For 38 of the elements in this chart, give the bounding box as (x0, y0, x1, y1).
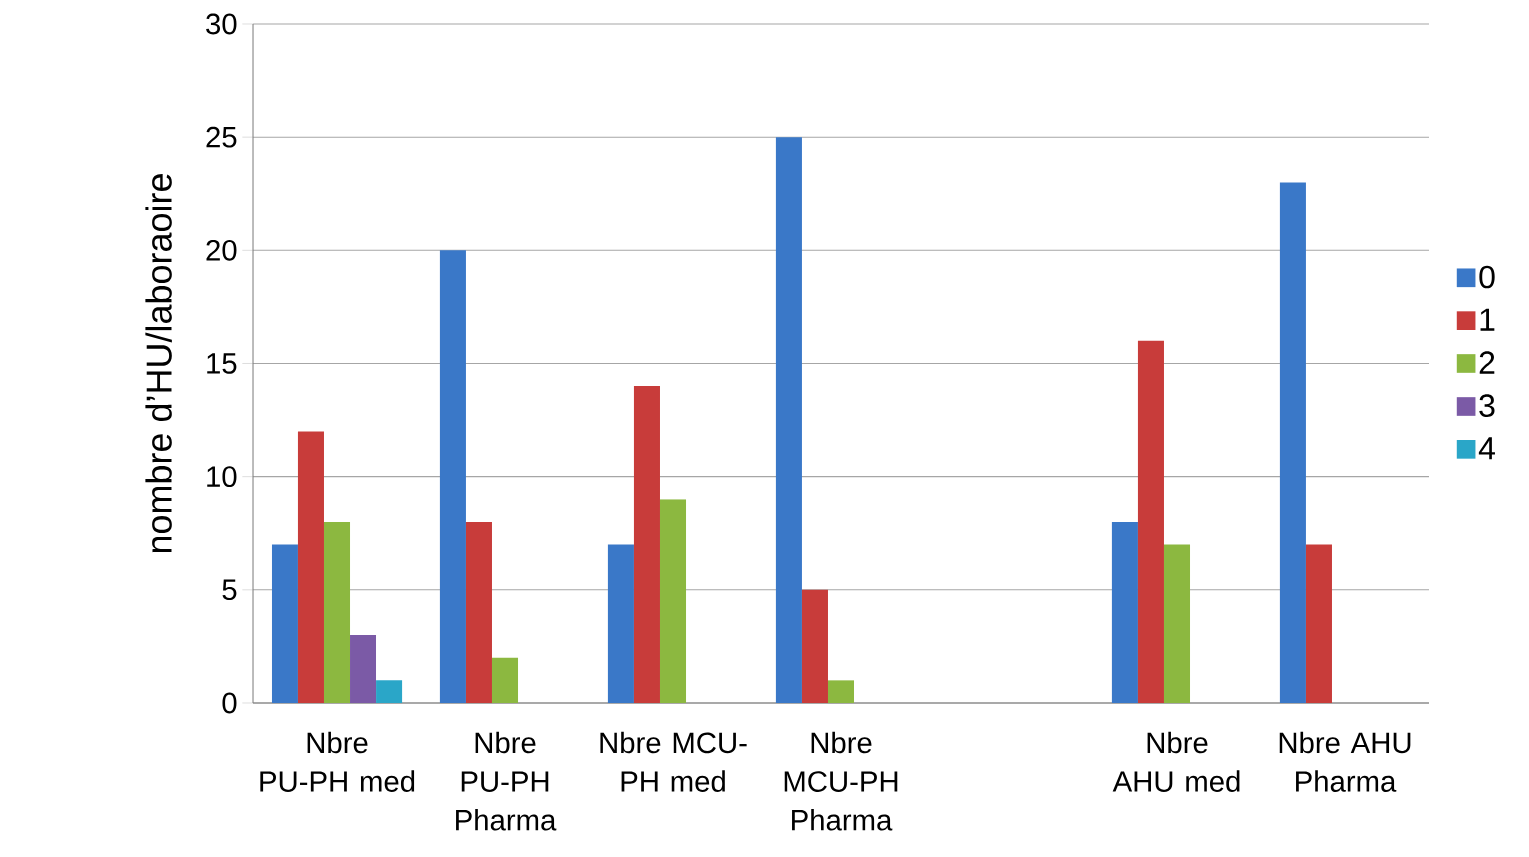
bar (465, 521, 492, 703)
legend-label: 2 (1479, 351, 1495, 374)
bar (607, 544, 634, 703)
y-tick-label: 20 (206, 239, 237, 261)
bar (1279, 182, 1306, 703)
x-tick-label: Nbre AHU med (1112, 731, 1240, 792)
y-tick-label: 5 (222, 579, 237, 601)
x-tick-label: Nbre MCU-PH Pharma (784, 731, 898, 831)
y-axis-title: nombre d’HU/laboraoire (145, 174, 172, 553)
y-tick-label: 0 (222, 692, 237, 714)
legend-label: 1 (1480, 308, 1495, 331)
y-tick-label: 30 (206, 13, 237, 35)
bar (1111, 521, 1138, 703)
bar (297, 431, 324, 703)
x-tick-label: Nbre PU-PH Pharma (456, 731, 557, 831)
bar (1137, 340, 1164, 703)
legend-label: 0 (1479, 265, 1495, 289)
bar (633, 386, 660, 703)
y-tick-label: 10 (207, 466, 237, 488)
bar (775, 137, 802, 703)
bar (1163, 544, 1191, 703)
bar (659, 499, 687, 703)
bar (271, 544, 298, 703)
bar (376, 680, 403, 703)
x-tick-label: Nbre MCU-PH med (600, 731, 747, 792)
x-tick-label: Nbre PU-PH med (260, 731, 415, 792)
bar (323, 521, 351, 703)
bar (350, 635, 377, 703)
bar (801, 589, 828, 703)
y-tick-label: 15 (207, 353, 237, 374)
bar (491, 657, 519, 703)
y-tick-label: 25 (206, 126, 237, 148)
bar (827, 680, 855, 703)
legend-label: 4 (1478, 437, 1495, 460)
bar (439, 250, 466, 703)
bar (1305, 544, 1332, 703)
x-tick-label: Nbre AHU Pharma (1279, 731, 1411, 792)
legend-label: 3 (1479, 394, 1495, 417)
